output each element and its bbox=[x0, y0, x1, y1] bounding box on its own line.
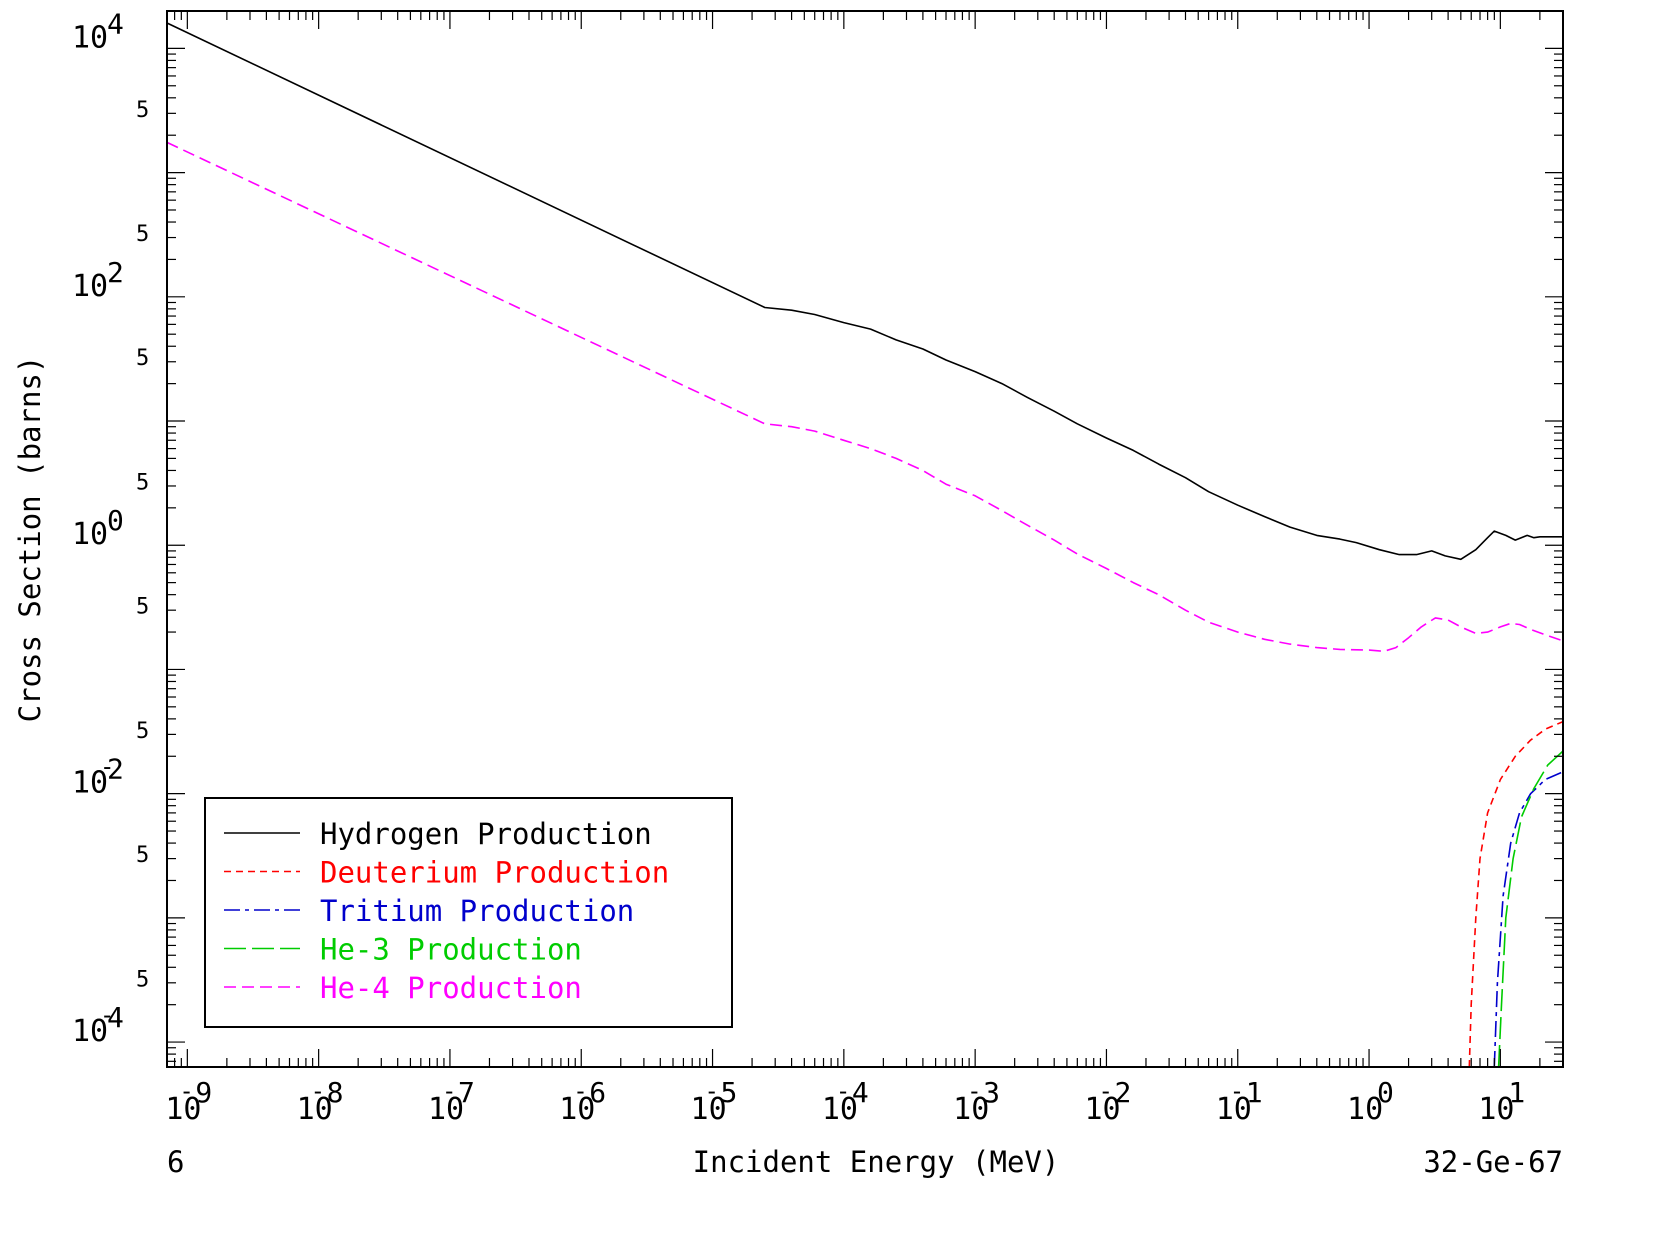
x-tick-label: 10 bbox=[1084, 1092, 1120, 1127]
x-tick-label-exponent: 2 bbox=[1114, 1076, 1131, 1109]
series-he-4-production-line bbox=[166, 141, 1564, 653]
curves-layer bbox=[166, 22, 1564, 1068]
y-minor-tick-label: 5 bbox=[136, 595, 149, 620]
x-tick-label-exponent-sign: - bbox=[705, 1077, 719, 1105]
x-axis-label: Incident Energy (MeV) bbox=[693, 1145, 1060, 1179]
y-tick-label: 10 bbox=[72, 1014, 108, 1049]
y-tick-label: 10 bbox=[72, 269, 108, 304]
x-tick-label-exponent-sign: - bbox=[1098, 1077, 1112, 1105]
legend-label-he-3-production: He-3 Production bbox=[320, 933, 582, 967]
series-tritium-production-line bbox=[1493, 771, 1564, 1068]
y-tick-label-exponent-sign: - bbox=[100, 753, 114, 781]
y-tick-label-exponent: 4 bbox=[107, 1001, 124, 1034]
legend-label-tritium-production: Tritium Production bbox=[320, 894, 634, 928]
y-minor-tick-label: 5 bbox=[136, 719, 149, 744]
x-tick-label: 10 bbox=[1347, 1092, 1383, 1127]
x-tick-label: 10 bbox=[1478, 1092, 1514, 1127]
x-tick-label-exponent: 4 bbox=[852, 1076, 869, 1109]
y-axis-label: Cross Section (barns) bbox=[13, 356, 47, 723]
y-tick-label-exponent: 0 bbox=[107, 504, 124, 537]
series-he-3-production-line bbox=[1497, 750, 1564, 1068]
legend-entries: Hydrogen Production Deuterium Production T… bbox=[224, 817, 669, 1005]
x-tick-label-exponent: 7 bbox=[458, 1076, 475, 1109]
y-tick-label-exponent-sign: - bbox=[100, 1001, 114, 1029]
x-tick-label: 10 bbox=[165, 1092, 201, 1127]
x-tick-label-exponent-sign: - bbox=[836, 1077, 850, 1105]
x-tick-label-exponent: 8 bbox=[327, 1076, 344, 1109]
y-minor-tick-label: 5 bbox=[136, 967, 149, 992]
y-minor-tick-label: 5 bbox=[136, 470, 149, 495]
y-minor-tick-label: 5 bbox=[136, 222, 149, 247]
legend: Hydrogen Production Deuterium Production T… bbox=[204, 797, 733, 1028]
x-tick-label-exponent: 1 bbox=[1246, 1076, 1263, 1109]
x-tick-label-exponent: 9 bbox=[195, 1076, 212, 1109]
series-hydrogen-production-line bbox=[166, 22, 1563, 561]
legend-box bbox=[204, 797, 733, 1028]
legend-label-deuterium-production: Deuterium Production bbox=[320, 856, 669, 890]
x-tick-label-exponent-sign: - bbox=[442, 1077, 456, 1105]
footer-right-label: 32-Ge-67 bbox=[1423, 1145, 1563, 1179]
y-minor-tick-label: 5 bbox=[136, 843, 149, 868]
y-tick-label-exponent: 2 bbox=[107, 256, 124, 289]
plot-frame bbox=[166, 10, 1564, 1068]
x-tick-label-exponent-sign: - bbox=[311, 1077, 325, 1105]
y-minor-tick-label: 5 bbox=[136, 98, 149, 123]
y-tick-label-exponent: 4 bbox=[107, 7, 124, 40]
tick-labels-layer: 10- 9 10- 8 10- 7 10- 6 10- 5 10- 4 10- 3 10- 2 10- 1 100 1… bbox=[72, 7, 1525, 1127]
x-tick-label: 10 bbox=[428, 1092, 464, 1127]
x-tick-label: 10 bbox=[822, 1092, 858, 1127]
x-tick-label-exponent-sign: - bbox=[179, 1077, 193, 1105]
x-tick-label-exponent-sign: - bbox=[1230, 1077, 1244, 1105]
x-tick-label-exponent-sign: - bbox=[573, 1077, 587, 1105]
x-tick-label: 10 bbox=[953, 1092, 989, 1127]
x-tick-label: 10 bbox=[691, 1092, 727, 1127]
x-tick-label-exponent: 6 bbox=[589, 1076, 606, 1109]
x-tick-label-exponent-sign: - bbox=[967, 1077, 981, 1105]
x-tick-label-exponent: 1 bbox=[1508, 1076, 1525, 1109]
footer-left-label: 6 bbox=[167, 1145, 184, 1179]
y-tick-label: 10 bbox=[72, 20, 108, 55]
y-tick-label-exponent: 2 bbox=[107, 753, 124, 786]
x-tick-label: 10 bbox=[559, 1092, 595, 1127]
series-deuterium-production-line bbox=[1468, 720, 1564, 1068]
legend-label-hydrogen-production: Hydrogen Production bbox=[320, 817, 652, 851]
x-tick-label: 10 bbox=[1216, 1092, 1252, 1127]
x-tick-label-exponent: 5 bbox=[721, 1076, 738, 1109]
y-tick-label: 10 bbox=[72, 517, 108, 552]
y-tick-label: 10 bbox=[72, 766, 108, 801]
legend-label-he-4-production: He-4 Production bbox=[320, 971, 582, 1005]
x-tick-label-exponent: 0 bbox=[1377, 1076, 1394, 1109]
x-tick-label-exponent: 3 bbox=[983, 1076, 1000, 1109]
ticks-layer bbox=[166, 10, 1564, 1067]
y-minor-tick-label: 5 bbox=[136, 346, 149, 371]
x-tick-label: 10 bbox=[297, 1092, 333, 1127]
